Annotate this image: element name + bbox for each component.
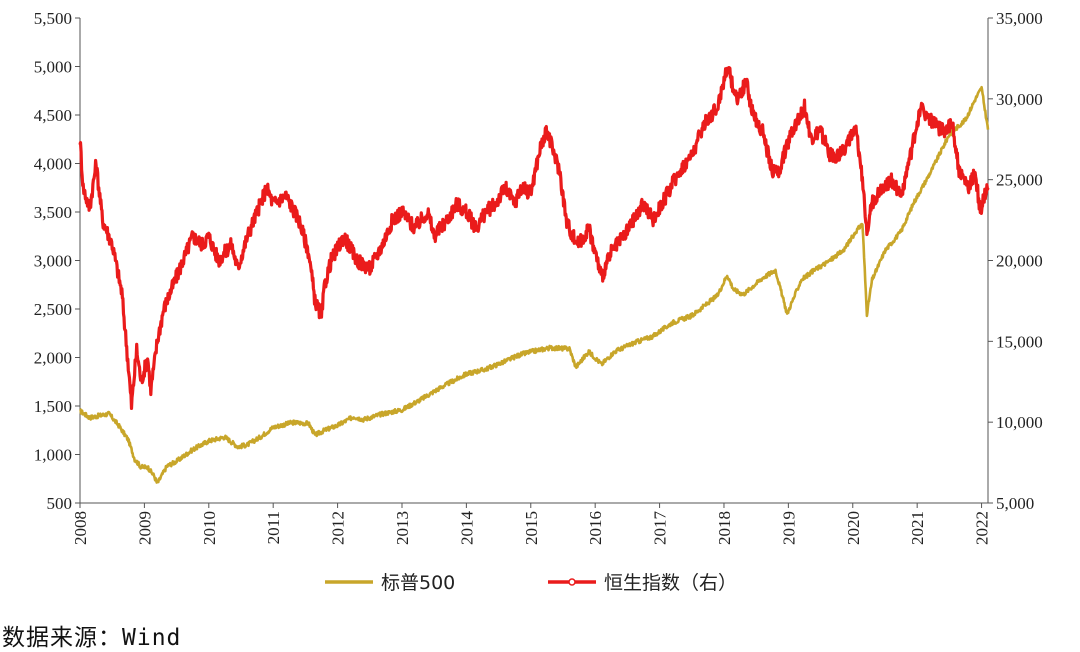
x-tick-label: 2017 (651, 511, 670, 546)
left-tick-label: 2,000 (34, 349, 72, 368)
legend: 标普500 恒生指数（右） (325, 572, 737, 594)
right-tick-label: 5,000 (996, 494, 1034, 513)
plot-area (78, 66, 990, 484)
right-tick-label: 35,000 (996, 9, 1043, 28)
left-tick-label: 3,000 (34, 252, 72, 271)
right-tick-label: 20,000 (996, 252, 1043, 271)
x-tick-label: 2014 (457, 511, 476, 546)
right-tick-label: 25,000 (996, 171, 1043, 190)
left-tick-label: 5,000 (34, 58, 72, 77)
left-tick-label: 2,500 (34, 300, 72, 319)
legend-label-sp500: 标普500 (381, 572, 455, 594)
legend-label-hang-seng: 恒生指数（右） (604, 572, 737, 594)
right-tick-label: 15,000 (996, 332, 1043, 351)
x-tick-label: 2015 (522, 511, 541, 545)
source-note: 数据来源：Wind (2, 625, 182, 651)
x-tick-label: 2011 (264, 511, 283, 544)
x-tick-label: 2008 (71, 511, 90, 545)
x-tick-label: 2016 (586, 511, 605, 545)
left-tick-label: 4,500 (34, 106, 72, 125)
x-tick-label: 2012 (329, 511, 348, 545)
left-tick-label: 1,500 (34, 397, 72, 416)
series-line-hang-seng (78, 66, 990, 410)
left-tick-label: 500 (47, 494, 73, 513)
axes: 500 1,000 1,500 2,000 2,500 3,000 3,500 4,000 4,… (34, 9, 1043, 545)
x-tick-label: 2019 (779, 511, 798, 545)
left-tick-label: 5,500 (34, 9, 72, 28)
x-tick-label: 2022 (973, 511, 992, 545)
x-tick-label: 2009 (135, 511, 154, 545)
x-tick-label: 2020 (844, 511, 863, 545)
left-tick-label: 3,500 (34, 203, 72, 222)
x-tick-label: 2013 (393, 511, 412, 545)
series-line-sp500 (79, 85, 990, 484)
x-tick-label: 2010 (200, 511, 219, 545)
x-tick-label: 2018 (715, 511, 734, 545)
right-tick-label: 10,000 (996, 413, 1043, 432)
legend-marker (568, 578, 576, 586)
right-tick-label: 30,000 (996, 90, 1043, 109)
left-tick-label: 1,000 (34, 446, 72, 465)
x-tick-label: 2021 (908, 511, 927, 545)
left-tick-label: 4,000 (34, 155, 72, 174)
